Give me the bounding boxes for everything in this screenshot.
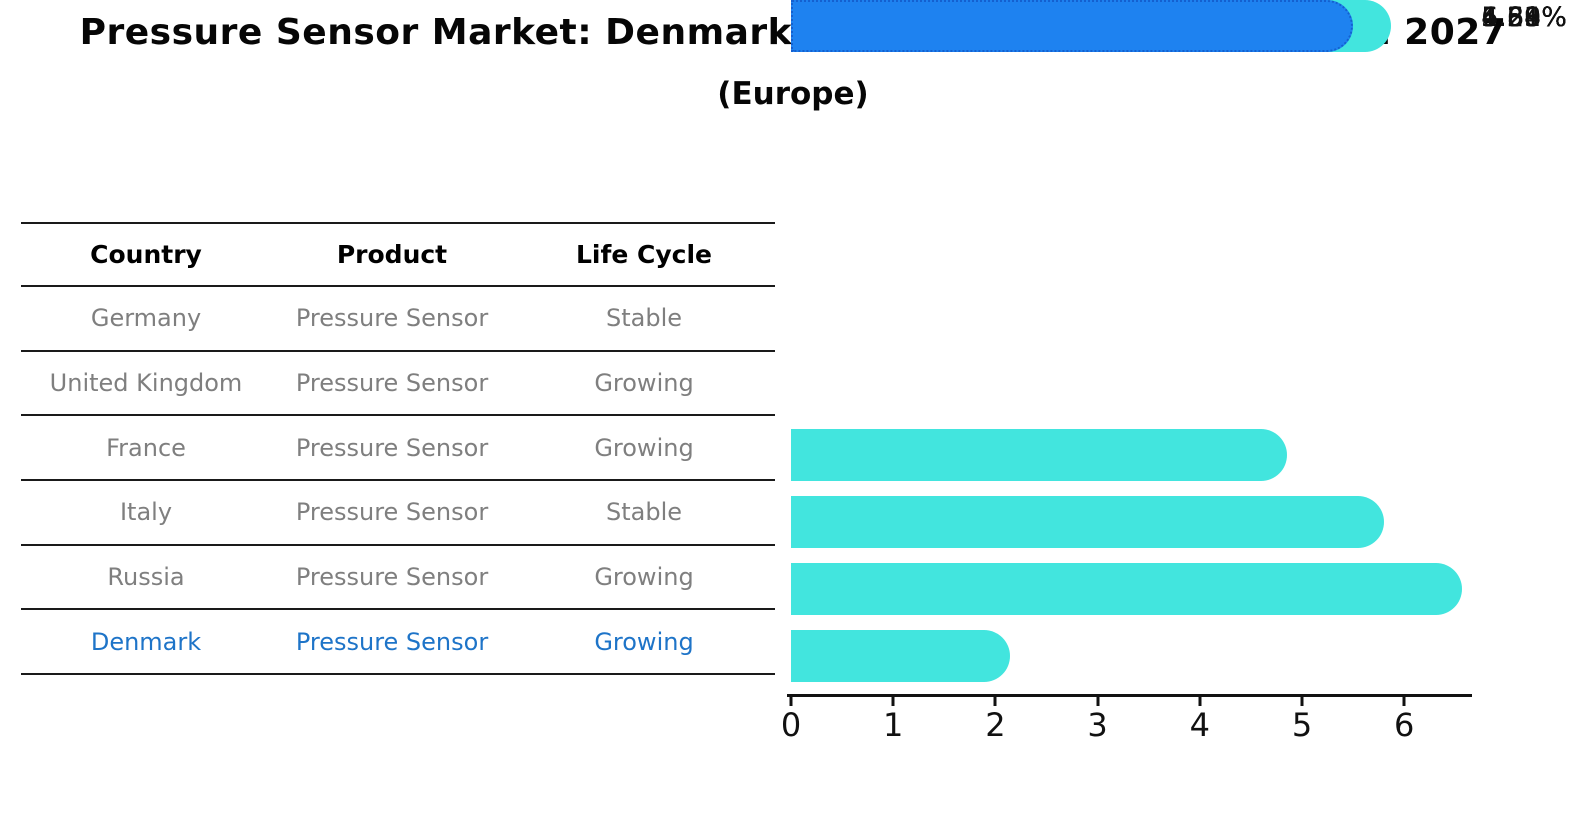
- x-axis-tick-label: 0: [780, 706, 802, 744]
- product-cell: Pressure Sensor: [295, 304, 489, 333]
- x-axis-tick: [1300, 697, 1304, 706]
- bar-value-label: 1.88%: [1481, 2, 1567, 33]
- country-cell: Denmark: [90, 627, 202, 656]
- x-axis-tick: [1096, 697, 1100, 706]
- lifecycle-cell: Growing: [594, 627, 694, 656]
- product-cell: Pressure Sensor: [295, 563, 489, 592]
- x-axis-tick-label: 3: [1087, 706, 1108, 744]
- bar-value-label: 4.59%: [1481, 2, 1567, 33]
- bar-value-label: 5.54%: [1481, 2, 1567, 33]
- x-axis-tick-label: 1: [883, 706, 904, 744]
- x-axis-tick-label: 2: [985, 706, 1006, 744]
- table-row: France Pressure Sensor Growing: [21, 415, 775, 481]
- col-header-lifecycle: Life Cycle: [575, 240, 713, 269]
- bar-united-kingdom: [791, 496, 1385, 549]
- lifecycle-cell: Stable: [605, 304, 683, 333]
- table-row-denmark-highlight: Denmark Pressure Sensor Growing: [21, 609, 775, 675]
- lifecycle-cell: Growing: [594, 433, 694, 462]
- page-subtitle: (Europe): [717, 76, 869, 112]
- product-cell: Pressure Sensor: [295, 498, 489, 527]
- x-axis-tick: [891, 697, 895, 706]
- bar-value-label: 6.30%: [1481, 2, 1567, 33]
- table-row: United Kingdom Pressure Sensor Growing: [21, 351, 775, 416]
- bar-value-label: 5.61%: [1481, 2, 1567, 33]
- lifecycle-cell: Growing: [594, 369, 694, 398]
- x-axis-line: [787, 694, 1472, 697]
- bar-italy: [791, 629, 1011, 682]
- bar-germany: [791, 429, 1288, 482]
- bar-value-label: 5.23%: [1481, 2, 1567, 33]
- table-row: Russia Pressure Sensor Growing: [21, 545, 775, 610]
- country-cell: France: [106, 433, 186, 462]
- lifecycle-cell: Growing: [594, 563, 694, 592]
- product-cell: Pressure Sensor: [295, 627, 489, 656]
- x-axis-tick-label: 5: [1291, 706, 1313, 744]
- x-axis-tick: [1198, 697, 1202, 706]
- x-axis-tick: [1402, 697, 1406, 706]
- table-row: Germany Pressure Sensor Stable: [21, 286, 775, 351]
- table-header-row: Country Product Life Cycle: [21, 223, 775, 286]
- table-row: Italy Pressure Sensor Stable: [21, 480, 775, 545]
- bar-denmark-highlight: [791, 0, 1353, 52]
- lifecycle-cell: Stable: [605, 498, 683, 527]
- product-cell: Pressure Sensor: [295, 433, 489, 462]
- x-axis-tick: [993, 697, 997, 706]
- col-header-product: Product: [336, 240, 448, 269]
- x-axis-tick-label: 6: [1394, 706, 1415, 744]
- product-cell: Pressure Sensor: [295, 369, 489, 398]
- country-table: Country Product Life Cycle Germany Press…: [21, 222, 775, 675]
- bar-france: [791, 562, 1462, 615]
- country-cell: Germany: [90, 304, 202, 333]
- country-cell: Italy: [119, 498, 173, 527]
- col-header-country: Country: [90, 240, 202, 269]
- country-cell: Russia: [107, 563, 185, 592]
- country-cell: United Kingdom: [49, 369, 243, 398]
- x-axis-tick: [789, 697, 793, 706]
- x-axis-tick-label: 4: [1189, 706, 1210, 744]
